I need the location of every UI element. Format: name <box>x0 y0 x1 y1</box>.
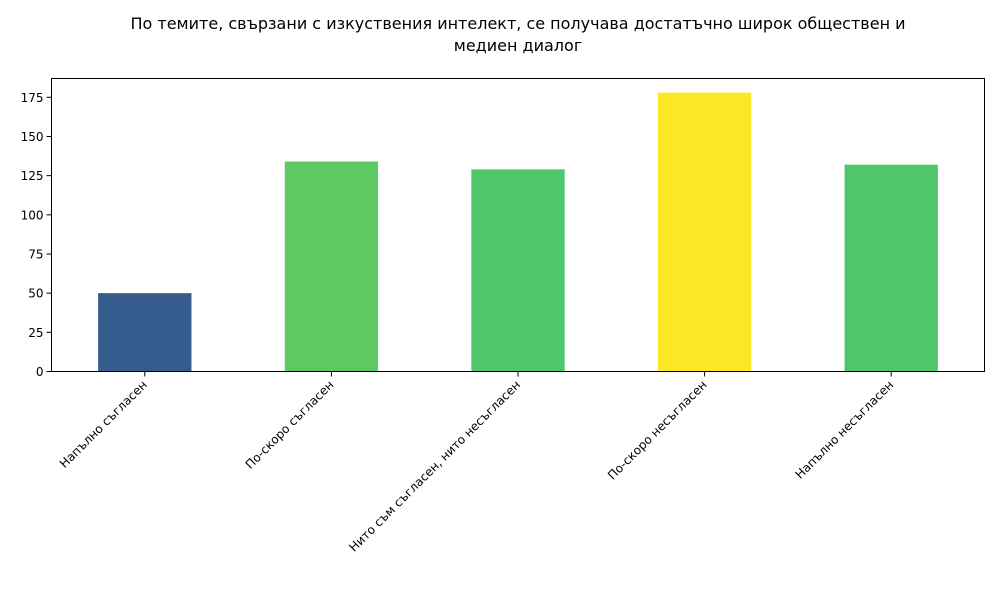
y-tick-label-3: 50 <box>28 287 43 301</box>
y-tick-label-6: 125 <box>21 169 44 183</box>
x-tick-label-5: Напълно несъгласен <box>792 378 896 482</box>
x-tick-label-3: Нито съм съгласен, нито несъгласен <box>346 378 523 555</box>
bar-4 <box>657 92 752 372</box>
y-tick-label-5: 100 <box>21 208 44 222</box>
y-tick-label-7: 150 <box>21 130 44 144</box>
bars-group <box>98 92 938 372</box>
y-tick-label-8: 175 <box>21 91 44 105</box>
x-tick-label-1: Напълно съгласен <box>57 378 150 471</box>
y-tick-label-1: 0 <box>36 365 44 379</box>
x-tick-label-4: По-скоро несъгласен <box>605 378 710 483</box>
y-tick-label-2: 25 <box>28 326 43 340</box>
bar-5 <box>844 164 938 372</box>
x-tick-label-2: По-скоро съгласен <box>243 378 337 472</box>
y-axis: 0 25 50 75 100 125 150 175 <box>21 91 52 379</box>
bar-1 <box>98 293 192 372</box>
chart-title-line-2: медиен диалог <box>454 36 582 55</box>
y-tick-label-4: 75 <box>28 247 43 261</box>
bar-2 <box>284 161 379 372</box>
bar-3 <box>471 169 565 372</box>
x-axis: Напълно съгласен По-скоро съгласен Нито съ… <box>57 371 896 555</box>
chart-title-line-1: По темите, свързани с изкуствения интеле… <box>130 14 905 33</box>
plot-frame <box>51 78 985 372</box>
chart-title: По темите, свързани с изкуствения интеле… <box>130 14 905 55</box>
